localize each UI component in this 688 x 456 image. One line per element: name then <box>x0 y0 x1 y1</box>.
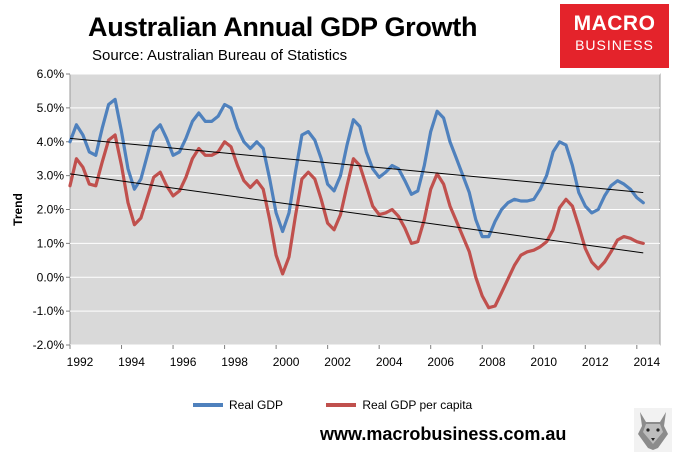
y-tick-label: 0.0% <box>37 270 65 284</box>
trend-line-real-gdp <box>69 137 644 194</box>
y-tick-label: 4.0% <box>37 135 65 149</box>
chart-legend: Real GDP Real GDP per capita <box>193 396 512 412</box>
y-tick-label: -1.0% <box>33 304 65 318</box>
x-tick-label: 2000 <box>273 355 300 369</box>
legend-label-real-gdp: Real GDP <box>229 398 284 412</box>
x-tick-label: 2014 <box>633 355 660 369</box>
logo-line-1: MACRO <box>573 12 656 35</box>
website-url: www.macrobusiness.com.au <box>320 424 567 444</box>
legend-label-real-gdp-per-capita: Real GDP per capita <box>362 398 473 412</box>
legend-swatch-real-gdp <box>193 403 223 407</box>
x-tick-label: 1992 <box>67 355 94 369</box>
wolf-icon <box>634 408 672 452</box>
x-tick-label: 2008 <box>479 355 506 369</box>
trend-line-real-gdp-per-capita <box>69 173 644 254</box>
y-tick-label: 1.0% <box>37 236 65 250</box>
x-tick-label: 2012 <box>582 355 609 369</box>
logo-line-2: BUSINESS <box>575 37 654 53</box>
y-axis-label: Trend <box>11 193 25 226</box>
legend-item-real-gdp-per-capita: Real GDP per capita <box>326 398 472 412</box>
y-tick-label: 6.0% <box>37 67 65 81</box>
x-tick-label: 2002 <box>324 355 351 369</box>
x-tick-label: 2006 <box>427 355 454 369</box>
x-tick-label: 1996 <box>170 355 197 369</box>
chart-title: Australian Annual GDP Growth <box>88 12 478 42</box>
y-tick-label: 2.0% <box>37 203 65 217</box>
y-tick-label: -2.0% <box>33 338 65 352</box>
chart-source: Source: Australian Bureau of Statistics <box>92 47 348 64</box>
x-tick-label: 2010 <box>530 355 557 369</box>
y-tick-label: 3.0% <box>37 169 65 183</box>
x-tick-label: 1998 <box>221 355 248 369</box>
series-line-real-gdp <box>68 97 645 239</box>
legend-swatch-real-gdp-per-capita <box>326 403 357 407</box>
legend-item-real-gdp: Real GDP <box>193 398 283 412</box>
x-tick-label: 1994 <box>118 355 145 369</box>
y-tick-label: 5.0% <box>37 101 65 115</box>
x-tick-label: 2004 <box>376 355 403 369</box>
macrobusiness-logo: MACRO BUSINESS <box>560 4 669 68</box>
